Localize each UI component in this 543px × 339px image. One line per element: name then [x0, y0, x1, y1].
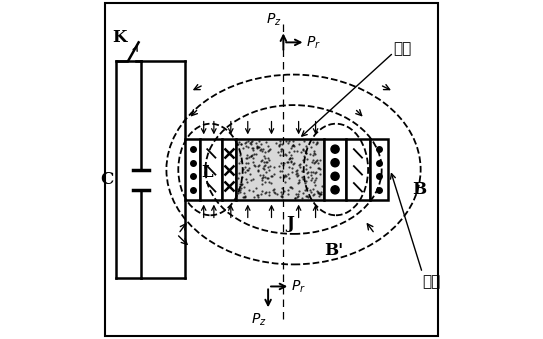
Text: C: C [100, 171, 113, 188]
Circle shape [331, 172, 339, 180]
Circle shape [331, 145, 339, 153]
Text: $P_z$: $P_z$ [266, 12, 282, 28]
Bar [185, 139, 200, 200]
Circle shape [331, 186, 339, 194]
Bar [370, 139, 388, 200]
Text: J: J [286, 215, 294, 232]
Bar [324, 139, 346, 200]
Bar [346, 139, 370, 200]
Bar [222, 139, 236, 200]
Text: 粉末: 粉末 [394, 42, 412, 57]
Bar [200, 139, 222, 200]
Text: $P_r$: $P_r$ [306, 34, 321, 51]
Text: B': B' [325, 242, 344, 259]
Text: 薄管: 薄管 [422, 274, 440, 289]
Text: $P_z$: $P_z$ [251, 312, 267, 328]
Text: B: B [412, 181, 426, 198]
Circle shape [331, 159, 339, 167]
Text: $P_r$: $P_r$ [291, 278, 306, 295]
Text: K: K [112, 29, 126, 46]
Bar [236, 139, 324, 200]
Text: L: L [201, 164, 213, 181]
